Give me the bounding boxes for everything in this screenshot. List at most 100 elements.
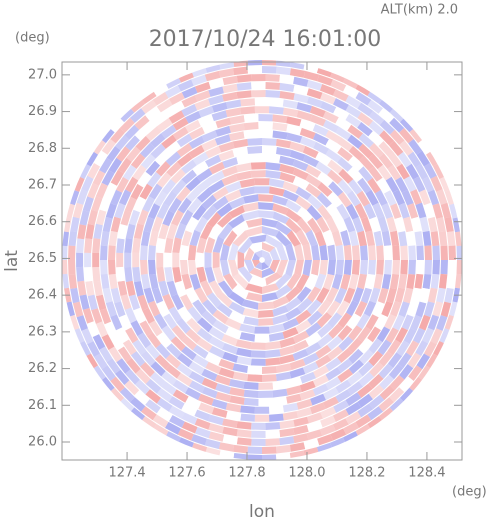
radar-cell xyxy=(232,147,248,157)
radar-cell xyxy=(92,238,101,253)
radar-cell xyxy=(268,332,285,342)
chart-title: 2017/10/24 16:01:00 xyxy=(149,27,382,52)
radar-cell xyxy=(196,252,204,268)
radar-cell xyxy=(289,149,306,162)
radar-cell xyxy=(128,209,140,226)
radar-cell xyxy=(122,339,137,356)
radar-cell xyxy=(156,98,173,113)
radar-cell xyxy=(357,177,372,194)
radar-cell xyxy=(258,309,274,318)
radar-cell xyxy=(177,306,192,323)
radar-cell xyxy=(296,286,312,303)
radar-cell xyxy=(133,281,144,297)
radar-cell xyxy=(272,203,289,215)
radar-cell xyxy=(145,126,162,142)
radar-cell xyxy=(333,409,349,422)
radar-cell xyxy=(124,238,133,253)
radar-cell xyxy=(345,95,362,109)
radar-cell xyxy=(92,138,106,155)
radar-cell xyxy=(140,273,151,290)
radar-cell xyxy=(292,167,309,181)
radar-cell xyxy=(99,346,113,363)
radar-cell xyxy=(276,260,288,277)
radar-cell xyxy=(269,405,284,414)
radar-cell xyxy=(79,294,90,310)
radar-cell xyxy=(106,146,121,162)
radar-cell xyxy=(76,252,84,268)
y-tick-label: 27.0 xyxy=(28,67,57,82)
radar-cell xyxy=(262,374,277,382)
radar-cell xyxy=(254,186,270,194)
radar-cell xyxy=(384,245,392,260)
radar-cell xyxy=(239,332,256,342)
radar-cell xyxy=(132,267,141,283)
radar-cell xyxy=(243,316,259,326)
radar-cell xyxy=(228,291,245,306)
radar-cell xyxy=(156,117,173,132)
radar-cell xyxy=(289,68,306,78)
radar-cell xyxy=(165,353,182,369)
radar-cell xyxy=(302,243,312,260)
radar-cell xyxy=(208,423,224,434)
radar-cell xyxy=(221,334,238,347)
radar-cell xyxy=(164,237,174,253)
radar-cell xyxy=(206,292,222,308)
radar-cell xyxy=(191,66,208,78)
radar-cell xyxy=(327,192,343,208)
radar-cell xyxy=(331,273,343,290)
radar-cell xyxy=(108,274,118,290)
radar-cell xyxy=(243,389,259,398)
radar-cell xyxy=(216,302,233,318)
radar-cell xyxy=(249,267,262,278)
radar-cell xyxy=(135,136,151,152)
radar-cell xyxy=(262,250,270,258)
radar-cell xyxy=(163,313,178,330)
radar-cell xyxy=(181,159,197,174)
radar-cell xyxy=(378,98,395,113)
radar-cell xyxy=(378,141,394,157)
radar-cell xyxy=(328,323,344,339)
radar-cell xyxy=(381,230,392,246)
radar-cell xyxy=(354,300,368,317)
radar-cell xyxy=(181,335,197,351)
radar-cell xyxy=(300,136,316,149)
radar-cell xyxy=(243,381,259,390)
radar-cell xyxy=(250,154,266,162)
radar-cell xyxy=(148,260,156,275)
radar-cell xyxy=(142,196,155,213)
radar-cell xyxy=(265,90,281,98)
radar-cell xyxy=(348,179,363,195)
radar-cell xyxy=(181,169,197,185)
radar-cell xyxy=(357,230,367,247)
radar-cell xyxy=(222,91,238,102)
radar-cell xyxy=(115,369,130,385)
radar-cell xyxy=(201,130,218,143)
radar-cell xyxy=(295,309,312,325)
radar-cell xyxy=(81,328,94,345)
radar-cell xyxy=(181,230,193,247)
radar-cell xyxy=(265,341,281,350)
radar-cell xyxy=(378,153,394,169)
radar-cell xyxy=(222,418,238,429)
radar-cell xyxy=(379,385,395,401)
y-tick-label: 26.4 xyxy=(28,288,57,303)
radar-cell xyxy=(218,141,235,153)
radar-cell xyxy=(225,327,242,339)
radar-cell xyxy=(302,145,319,159)
radar-cell xyxy=(317,172,333,187)
radar-cell xyxy=(311,260,320,276)
radar-cell xyxy=(76,238,85,254)
radar-cell xyxy=(161,179,176,195)
radar-cell xyxy=(117,280,128,296)
radar-cell xyxy=(390,301,402,317)
radar-cell xyxy=(108,157,122,174)
radar-cell xyxy=(114,301,126,318)
radar-cell xyxy=(249,242,262,253)
radar-cell xyxy=(237,251,245,269)
radar-cell xyxy=(343,85,359,99)
radar-cell xyxy=(312,374,329,388)
radar-cell xyxy=(272,380,288,390)
radar-cell xyxy=(208,179,225,194)
radar-cell xyxy=(285,286,302,302)
radar-cell xyxy=(282,189,299,202)
